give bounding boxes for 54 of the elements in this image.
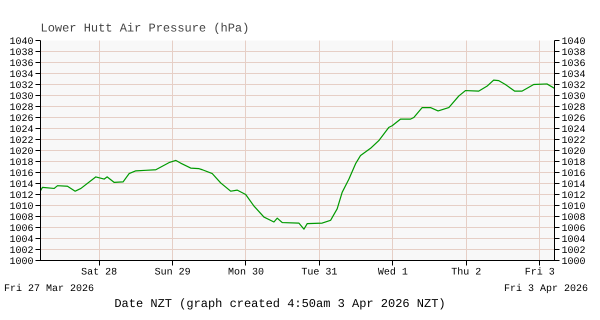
y2-tick-label: 1000 xyxy=(562,257,586,268)
y-tick-label: 1026 xyxy=(9,114,34,125)
y-tick-label: 1012 xyxy=(9,191,34,202)
y-tick-label: 1010 xyxy=(9,202,34,213)
y-tick-label: 1028 xyxy=(9,103,34,114)
y-tick-label: 1016 xyxy=(9,169,34,180)
y2-tick-label: 1004 xyxy=(562,235,586,246)
x-tick-label: Mon 30 xyxy=(228,268,264,278)
x-tick-label: Tue 31 xyxy=(301,268,338,278)
y2-tick-label: 1040 xyxy=(562,37,586,48)
x-tick-label: Sat 28 xyxy=(81,268,118,278)
x-tick-label: Fri 3 xyxy=(524,266,555,278)
x-axis-title: Date NZT (graph created 4:50am 3 Apr 2026 NZT) xyxy=(113,296,447,312)
y2-tick-label: 1016 xyxy=(562,169,586,180)
y-tick-label: 1002 xyxy=(9,246,34,257)
y-tick-label: 1034 xyxy=(9,70,34,81)
y2-tick-label: 1028 xyxy=(562,103,586,114)
x-tick-label: Wed 1 xyxy=(378,266,408,278)
y2-tick-label: 1036 xyxy=(562,59,586,70)
chart-title: Lower Hutt Air Pressure (hPa) xyxy=(40,22,250,36)
y-tick-label: 1004 xyxy=(9,235,34,246)
y2-tick-label: 1012 xyxy=(562,191,586,202)
y2-tick-label: 1020 xyxy=(562,147,586,158)
y-tick-label: 1014 xyxy=(9,180,34,191)
y2-tick-label: 1010 xyxy=(562,202,586,213)
y-tick-label: 1018 xyxy=(9,158,34,169)
y-tick-label: 1022 xyxy=(9,136,34,147)
text: Fri 27 Mar 2026 xyxy=(4,284,94,296)
text: Fri 3 Apr 2026 xyxy=(504,284,588,296)
y-tick-label: 1000 xyxy=(9,257,34,268)
y2-tick-label: 1034 xyxy=(562,70,586,81)
y-tick-label: 1040 xyxy=(9,37,34,48)
y2-tick-label: 1038 xyxy=(562,48,586,59)
y2-tick-label: 1032 xyxy=(562,81,586,92)
y-tick-label: 1032 xyxy=(9,81,34,92)
y-tick-label: 1024 xyxy=(9,125,34,136)
y2-tick-label: 1030 xyxy=(562,92,586,103)
y-tick-label: 1030 xyxy=(9,92,34,103)
y-tick-label: 1006 xyxy=(9,224,34,235)
y2-tick-label: 1006 xyxy=(562,224,586,235)
y-tick-label: 1038 xyxy=(9,48,34,59)
y2-tick-label: 1026 xyxy=(562,114,586,125)
y-tick-label: 1036 xyxy=(9,59,34,70)
x-tick-label: Sun 29 xyxy=(154,268,191,278)
x-tick-label: Thu 2 xyxy=(451,266,482,278)
y2-tick-label: 1014 xyxy=(562,180,586,191)
y2-tick-label: 1024 xyxy=(562,125,586,136)
line-series xyxy=(40,80,554,230)
y2-tick-label: 1002 xyxy=(562,246,586,257)
y-tick-label: 1008 xyxy=(9,213,34,224)
y2-tick-label: 1008 xyxy=(562,213,586,224)
y2-tick-label: 1022 xyxy=(562,136,586,147)
y2-tick-label: 1018 xyxy=(562,158,586,169)
y-tick-label: 1020 xyxy=(9,147,34,158)
